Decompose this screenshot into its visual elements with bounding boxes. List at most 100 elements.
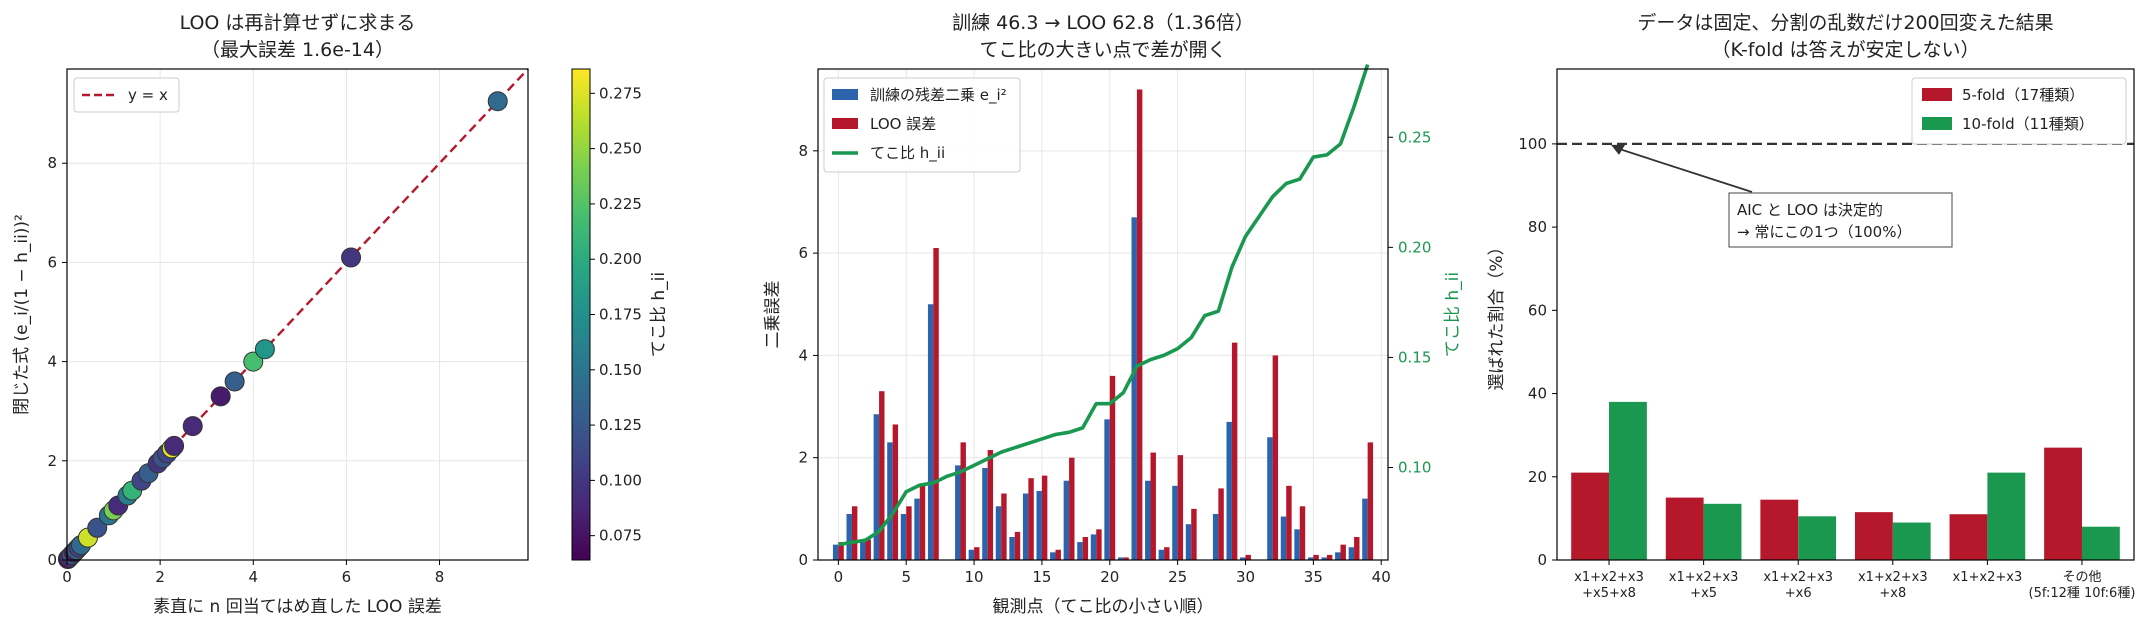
bar-train <box>1280 516 1287 560</box>
chart-title: データは固定、分割の乱数だけ200回変えた結果 <box>1637 12 2053 34</box>
x-axis-label: 観測点（てこ比の小さい順） <box>993 597 1214 617</box>
bar-loo <box>1231 342 1238 560</box>
y2-tick-label: 0.15 <box>1398 348 1431 366</box>
plot-frame <box>66 68 529 561</box>
colorbar-label: てこ比 h_ii <box>649 272 669 357</box>
y-tick-label: 0 <box>47 551 57 569</box>
bar-train <box>873 414 880 560</box>
y-tick-label: 80 <box>1528 218 1547 236</box>
panel-2-bars: 0 5 10 15 20 25 30 35 40 0 2 4 6 8 0.10 0.15 0.20 0.25 訓練 … <box>763 12 1463 617</box>
bar-loo <box>1028 478 1034 560</box>
x-tick-label: 40 <box>1372 568 1391 586</box>
colorbar-tick-label: 0.150 <box>599 361 642 379</box>
y-axis-label: 選ばれた割合（%） <box>1487 238 1507 390</box>
bar-train <box>1090 534 1097 560</box>
bar-train <box>1104 419 1110 560</box>
bar-train <box>1240 557 1246 560</box>
annotation-box <box>1728 192 1953 248</box>
bar-loo <box>851 506 858 560</box>
bar-10fold <box>1609 401 1647 560</box>
bar-loo <box>1136 89 1143 560</box>
plot-frame <box>817 68 1389 561</box>
bar-loo <box>1367 442 1374 560</box>
legend-box <box>73 77 180 113</box>
bar-loo <box>1340 544 1346 560</box>
x-tick-label: x1+x2+x3 <box>1574 570 1644 585</box>
annotation-text: → 常にこの1つ（100%） <box>1737 223 1911 241</box>
legend-label: てこ比 h_ii <box>870 144 945 163</box>
bar-loo <box>1055 549 1061 560</box>
bar-train <box>1185 524 1192 560</box>
data-point <box>243 351 264 372</box>
x-tick-label: +x5+x8 <box>1582 586 1636 601</box>
bar-train <box>1212 513 1219 560</box>
bar-loo <box>1150 452 1156 560</box>
data-point <box>182 416 203 437</box>
bar-loo <box>838 542 844 560</box>
x-tick-label: x1+x2+x3 <box>1669 570 1739 585</box>
y2-tick-label: 0.20 <box>1398 238 1431 256</box>
bar-train <box>1335 552 1341 560</box>
panel-1-scatter: 0 2 4 6 8 0 2 4 6 8 LOO は再計算せずに求まる （最大誤差 1.6e-14） 素直… <box>12 12 669 617</box>
annotation-text: AIC と LOO は決定的 <box>1737 201 1883 219</box>
bar-loo <box>1177 455 1184 560</box>
bar-train <box>1145 480 1151 560</box>
chart-title: てこ比の大きい点で差が開く <box>979 39 1226 61</box>
bar-train <box>914 498 920 560</box>
bar-loo <box>1082 536 1089 560</box>
bar-loo <box>1069 457 1075 560</box>
bar-train <box>982 467 988 560</box>
y-axis-label: 二乗誤差 <box>763 281 783 349</box>
x-tick-label: +x8 <box>1879 586 1906 601</box>
bar-train <box>1158 549 1165 560</box>
data-point <box>224 371 245 392</box>
bar-loo <box>933 248 939 560</box>
legend-label: 5-fold（17種類） <box>1962 86 2084 104</box>
bar-5fold <box>1949 514 1988 560</box>
bar-loo <box>1313 554 1319 560</box>
x-tick-label: 25 <box>1168 568 1187 586</box>
bar-train <box>1321 557 1327 560</box>
x-axis-label: 素直に n 回当てはめ直した LOO 誤差 <box>153 597 442 617</box>
y2-tick-label: 0.25 <box>1398 128 1431 146</box>
x-tick-label: 15 <box>1032 568 1051 586</box>
legend-swatch-5fold <box>1922 88 1952 101</box>
bar-train <box>1307 557 1314 560</box>
bar-train <box>1036 490 1042 560</box>
bar-loo <box>892 424 899 560</box>
x-tick-label: 10 <box>965 568 984 586</box>
x-tick-label: (5f:12種 10f:6種) <box>2029 585 2136 601</box>
bar-train <box>1009 536 1015 560</box>
bar-10fold <box>1798 516 1837 560</box>
data-point <box>210 386 231 407</box>
y-tick-label: 4 <box>798 346 808 364</box>
chart-title: （最大誤差 1.6e-14） <box>201 39 394 61</box>
colorbar <box>571 68 591 561</box>
bar-train <box>968 549 975 560</box>
bar-10fold <box>1892 522 1931 560</box>
bar-train <box>1267 437 1273 560</box>
bar-train <box>1117 557 1124 560</box>
legend-box <box>1911 77 2127 145</box>
x-tick-label: x1+x2+x3 <box>1763 570 1833 585</box>
bar-5fold <box>1854 512 1893 560</box>
x-tick-label: 5 <box>901 568 911 586</box>
bar-train <box>955 465 961 560</box>
bar-10fold <box>2081 526 2120 560</box>
x-tick-label: 6 <box>342 568 352 586</box>
x-tick-label: +x6 <box>1785 586 1812 601</box>
x-tick-label: x1+x2+x3 <box>1858 570 1928 585</box>
legend-swatch-10fold <box>1922 117 1952 130</box>
x-tick-label: 4 <box>248 568 258 586</box>
y-axis-label: 閉じた式 (e_i/(1 − h_ii))² <box>12 214 32 415</box>
data-point <box>254 339 275 360</box>
bar-loo <box>960 442 966 560</box>
y-tick-label: 8 <box>798 142 808 160</box>
bar-loo <box>1164 547 1170 560</box>
y-tick-label: 6 <box>798 244 808 262</box>
bar-loo <box>906 506 912 560</box>
data-point <box>87 517 108 538</box>
bar-train <box>1131 217 1137 560</box>
bar-10fold <box>1703 503 1742 560</box>
